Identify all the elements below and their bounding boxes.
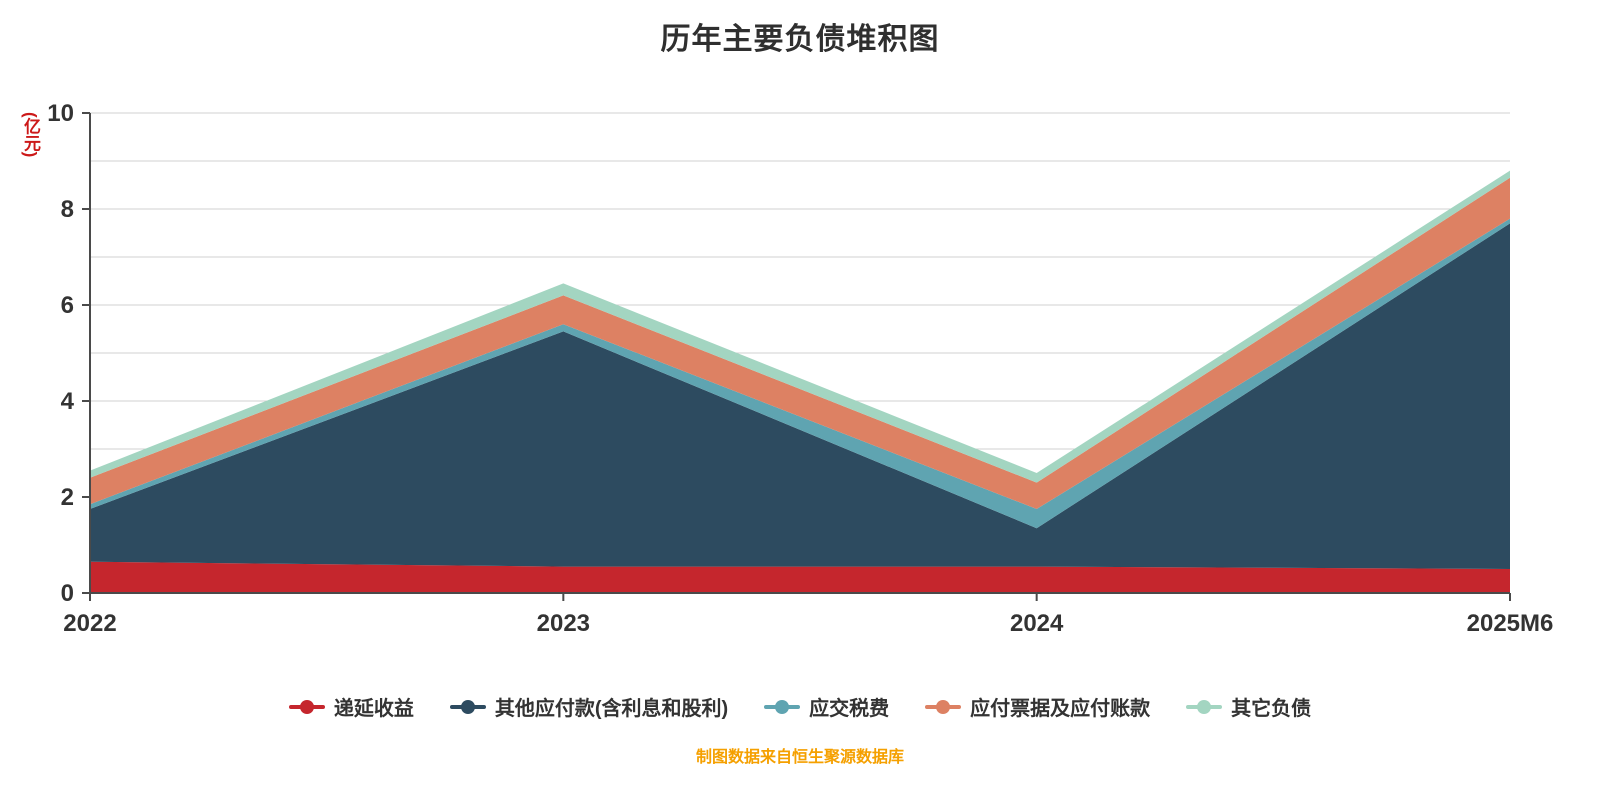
area-series-递延收益: [90, 561, 1510, 593]
legend-marker-icon: [449, 699, 486, 714]
area-series-应交税费: [90, 218, 1510, 529]
legend-marker-icon: [925, 699, 962, 714]
y-tick-label: 6: [61, 292, 74, 319]
legend-label: 其它负债: [1231, 698, 1312, 720]
x-tick-label: 2024: [1010, 610, 1064, 637]
legend-item-应付票据及应付账款[interactable]: 应付票据及应付账款: [925, 692, 1150, 721]
legend-marker-icon: [1186, 699, 1223, 714]
y-tick-label: 4: [61, 388, 75, 415]
y-tick-label: 8: [61, 196, 74, 223]
y-tick-label: 10: [47, 100, 74, 127]
y-axis-unit-label: (亿元): [21, 112, 40, 158]
x-tick-label: 2022: [63, 610, 116, 637]
legend-marker-icon: [764, 699, 801, 714]
legend-item-递延收益[interactable]: 递延收益: [288, 692, 414, 721]
chart-legend: 递延收益 其他应付款(含利息和股利) 应交税费 应付票据及应付账款 其它负债: [0, 692, 1600, 721]
legend-label: 应付票据及应付账款: [970, 698, 1151, 720]
legend-label: 其他应付款(含利息和股利): [494, 698, 729, 720]
legend-item-其它负债[interactable]: 其它负债: [1186, 692, 1311, 721]
legend-label: 应交税费: [809, 698, 890, 720]
y-tick-label: 2: [61, 484, 74, 511]
x-tick-label: 2023: [537, 610, 590, 637]
legend-label: 递延收益: [333, 698, 414, 720]
chart-title: 历年主要负债堆积图: [660, 23, 940, 56]
legend-item-应交税费[interactable]: 应交税费: [764, 692, 889, 721]
y-tick-label: 0: [61, 580, 74, 607]
x-tick-label: 2025M6: [1467, 610, 1554, 637]
area-series-应付票据及应付账款: [90, 177, 1510, 510]
area-series-其它负债: [90, 170, 1510, 483]
data-source-note: 制图数据来自恒生聚源数据库: [695, 749, 904, 766]
area-series-其他应付款(含利息和股利): [90, 223, 1510, 569]
legend-marker-icon: [288, 699, 325, 714]
legend-item-其他应付款(含利息和股利)[interactable]: 其他应付款(含利息和股利): [449, 692, 729, 721]
stacked-area-chart: 0 2 4 6 8 10 2022 2023 2024 2025M6: [47, 100, 1554, 637]
